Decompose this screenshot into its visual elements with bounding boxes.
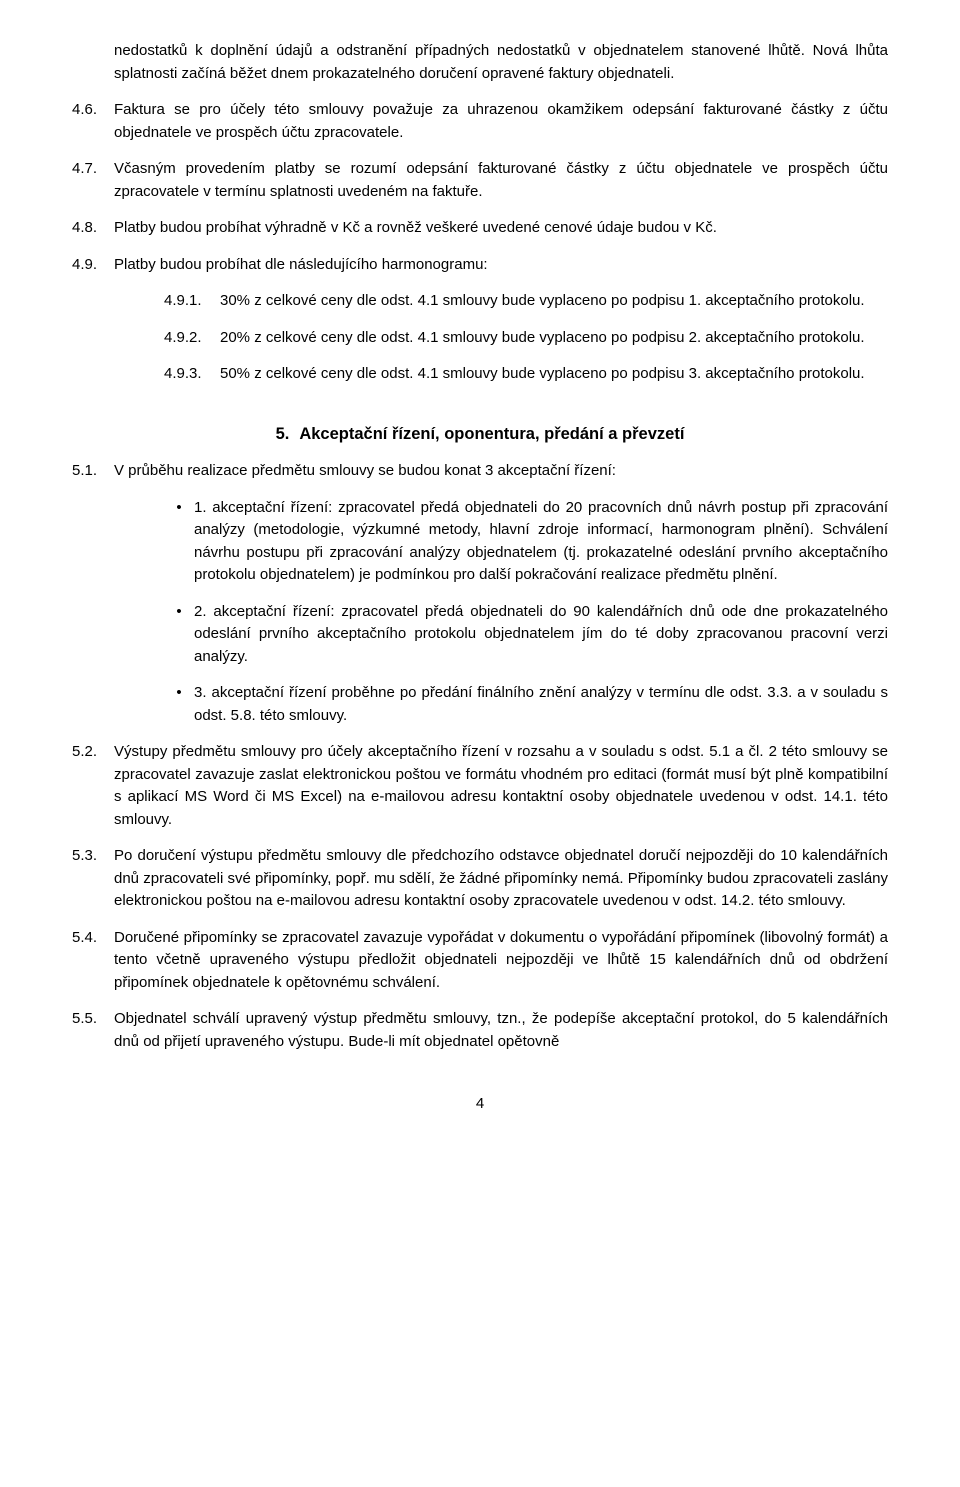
- clause-text: Doručené připomínky se zpracovatel zavaz…: [114, 927, 888, 995]
- bullet-icon: •: [164, 497, 194, 587]
- subclause-text: 50% z celkové ceny dle odst. 4.1 smlouvy…: [220, 363, 888, 386]
- bullet-acceptance-3: • 3. akceptační řízení proběhne po předá…: [164, 682, 888, 727]
- clause-text: Platby budou probíhat výhradně v Kč a ro…: [114, 217, 888, 240]
- clause-4-6: 4.6. Faktura se pro účely této smlouvy p…: [72, 99, 888, 144]
- bullet-text: 3. akceptační řízení proběhne po předání…: [194, 682, 888, 727]
- clause-5-2: 5.2. Výstupy předmětu smlouvy pro účely …: [72, 741, 888, 831]
- subclause-number: 4.9.1.: [164, 290, 220, 313]
- page-number: 4: [72, 1093, 888, 1116]
- clause-text: Faktura se pro účely této smlouvy považu…: [114, 99, 888, 144]
- clause-number: 5.4.: [72, 927, 114, 995]
- section-title: Akceptační řízení, oponentura, předání a…: [299, 425, 684, 443]
- clause-text: Objednatel schválí upravený výstup předm…: [114, 1008, 888, 1053]
- clause-5-1: 5.1. V průběhu realizace předmětu smlouv…: [72, 460, 888, 483]
- clause-4-9-2: 4.9.2. 20% z celkové ceny dle odst. 4.1 …: [164, 327, 888, 350]
- clause-text: Výstupy předmětu smlouvy pro účely akcep…: [114, 741, 888, 831]
- clause-number: 4.7.: [72, 158, 114, 203]
- bullet-text: 1. akceptační řízení: zpracovatel předá …: [194, 497, 888, 587]
- clause-4-7: 4.7. Včasným provedením platby se rozumí…: [72, 158, 888, 203]
- clause-number: 5.3.: [72, 845, 114, 913]
- clause-number: 4.9.: [72, 254, 114, 277]
- clause-number: 5.1.: [72, 460, 114, 483]
- subclause-text: 20% z celkové ceny dle odst. 4.1 smlouvy…: [220, 327, 888, 350]
- section-5-heading: 5. Akceptační řízení, oponentura, předání…: [72, 422, 888, 447]
- bullet-icon: •: [164, 601, 194, 669]
- paragraph-continuation: nedostatků k doplnění údajů a odstranění…: [72, 40, 888, 85]
- subclause-number: 4.9.2.: [164, 327, 220, 350]
- clause-4-9-3: 4.9.3. 50% z celkové ceny dle odst. 4.1 …: [164, 363, 888, 386]
- bullet-text: 2. akceptační řízení: zpracovatel předá …: [194, 601, 888, 669]
- clause-text: Po doručení výstupu předmětu smlouvy dle…: [114, 845, 888, 913]
- clause-text: Včasným provedením platby se rozumí odep…: [114, 158, 888, 203]
- subclause-text: 30% z celkové ceny dle odst. 4.1 smlouvy…: [220, 290, 888, 313]
- clause-4-8: 4.8. Platby budou probíhat výhradně v Kč…: [72, 217, 888, 240]
- clause-5-4: 5.4. Doručené připomínky se zpracovatel …: [72, 927, 888, 995]
- bullet-acceptance-1: • 1. akceptační řízení: zpracovatel před…: [164, 497, 888, 587]
- clause-4-9-1: 4.9.1. 30% z celkové ceny dle odst. 4.1 …: [164, 290, 888, 313]
- clause-5-5: 5.5. Objednatel schválí upravený výstup …: [72, 1008, 888, 1053]
- clause-5-3: 5.3. Po doručení výstupu předmětu smlouv…: [72, 845, 888, 913]
- subclause-number: 4.9.3.: [164, 363, 220, 386]
- clause-number: 4.6.: [72, 99, 114, 144]
- clause-number: 4.8.: [72, 217, 114, 240]
- section-number: 5.: [276, 422, 290, 447]
- bullet-icon: •: [164, 682, 194, 727]
- clause-number: 5.5.: [72, 1008, 114, 1053]
- clause-text: Platby budou probíhat dle následujícího …: [114, 254, 888, 277]
- clause-text: V průběhu realizace předmětu smlouvy se …: [114, 460, 888, 483]
- bullet-acceptance-2: • 2. akceptační řízení: zpracovatel před…: [164, 601, 888, 669]
- clause-4-9: 4.9. Platby budou probíhat dle následují…: [72, 254, 888, 277]
- clause-number: 5.2.: [72, 741, 114, 831]
